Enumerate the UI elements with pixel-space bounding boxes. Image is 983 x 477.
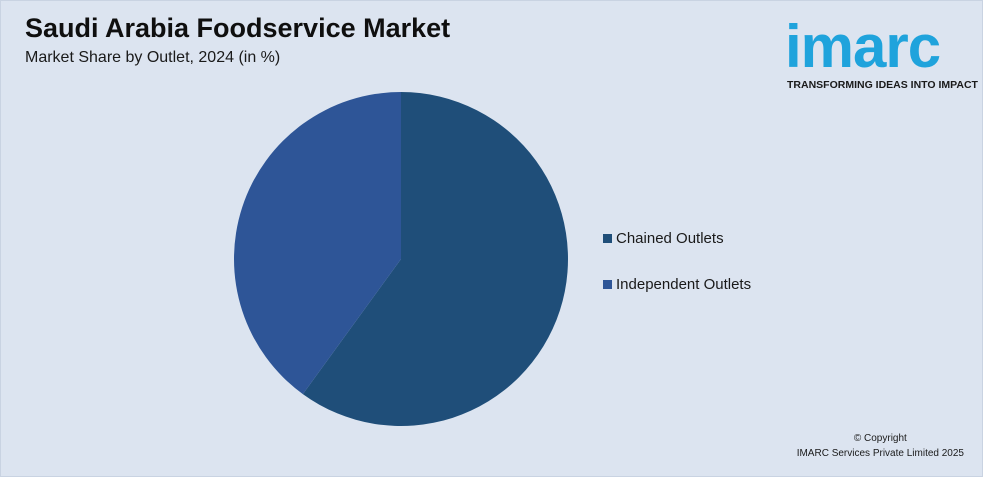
copyright-notice: © Copyright IMARC Services Private Limit… bbox=[797, 431, 964, 461]
legend-swatch-chained bbox=[603, 233, 612, 243]
imarc-logo: imarc TRANSFORMING IDEAS INTO IMPACT bbox=[785, 11, 978, 95]
chart-legend: Chained Outlets Independent Outlets bbox=[603, 227, 751, 319]
pie-slice-chained-outlets bbox=[302, 92, 569, 427]
legend-label-chained: Chained Outlets bbox=[616, 229, 724, 247]
legend-label-independent: Independent Outlets bbox=[616, 275, 752, 293]
legend-swatch-independent bbox=[603, 279, 612, 289]
legend-item-independent: Independent Outlets bbox=[603, 273, 751, 295]
logo-wordmark: imarc bbox=[785, 13, 941, 80]
logo-tagline: TRANSFORMING IDEAS INTO IMPACT bbox=[787, 79, 978, 91]
chart-subtitle: Market Share by Outlet, 2024 (in %) bbox=[25, 49, 281, 66]
chart-title: Saudi Arabia Foodservice Market bbox=[25, 13, 451, 43]
copyright-line1: © Copyright bbox=[853, 433, 907, 444]
legend-item-chained: Chained Outlets bbox=[603, 227, 751, 249]
pie-slice-independent-outlets bbox=[234, 92, 401, 395]
copyright-line2: IMARC Services Private Limited 2025 bbox=[796, 448, 964, 459]
